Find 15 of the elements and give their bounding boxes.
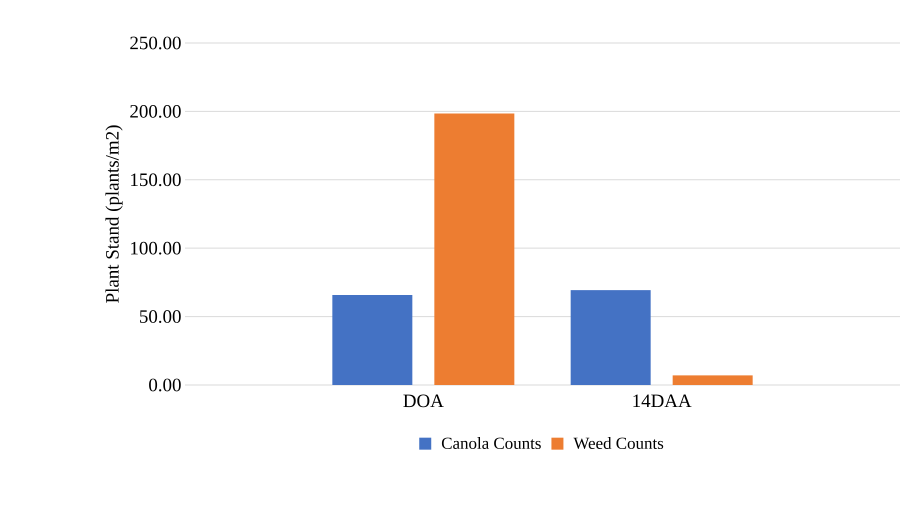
y-tick-label: 100.00 xyxy=(131,242,181,255)
bar xyxy=(672,375,753,385)
y-tick-label: 0.00 xyxy=(149,378,181,392)
legend-label: Canola Counts xyxy=(442,437,541,449)
bar xyxy=(332,294,412,385)
bar xyxy=(570,290,651,385)
y-tick-label: 250.00 xyxy=(130,36,181,50)
bar xyxy=(434,113,514,385)
legend-label: Weed Counts xyxy=(573,437,664,450)
x-tick-label: 14DAA xyxy=(633,394,692,408)
y-tick-label: 200.00 xyxy=(130,104,181,118)
x-tick-label: DOA xyxy=(403,394,444,408)
y-tick-label: 50.00 xyxy=(140,310,181,324)
y-tick-label: 150.00 xyxy=(131,173,181,186)
y-axis-title: Plant Stand (plants/m2) xyxy=(105,125,123,303)
